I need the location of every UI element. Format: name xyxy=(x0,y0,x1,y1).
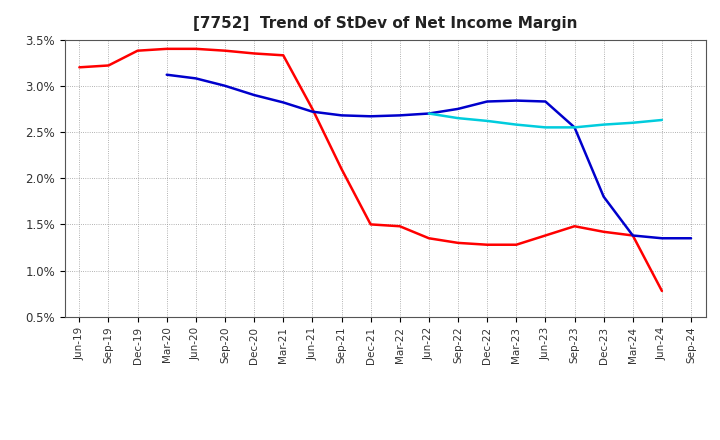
3 Years xyxy=(657,288,666,293)
3 Years xyxy=(599,229,608,235)
5 Years xyxy=(366,114,375,119)
5 Years xyxy=(395,113,404,118)
5 Years xyxy=(279,100,287,105)
Line: 3 Years: 3 Years xyxy=(79,49,662,291)
3 Years xyxy=(483,242,492,247)
3 Years xyxy=(104,63,113,68)
7 Years xyxy=(425,111,433,116)
3 Years xyxy=(454,240,462,246)
5 Years xyxy=(483,99,492,104)
5 Years xyxy=(570,125,579,130)
3 Years xyxy=(512,242,521,247)
7 Years xyxy=(570,125,579,130)
3 Years xyxy=(541,233,550,238)
5 Years xyxy=(308,109,317,114)
5 Years xyxy=(425,111,433,116)
7 Years xyxy=(483,118,492,124)
5 Years xyxy=(657,235,666,241)
3 Years xyxy=(220,48,229,53)
Title: [7752]  Trend of StDev of Net Income Margin: [7752] Trend of StDev of Net Income Marg… xyxy=(193,16,577,32)
3 Years xyxy=(570,224,579,229)
5 Years xyxy=(163,72,171,77)
3 Years xyxy=(250,51,258,56)
5 Years xyxy=(687,235,696,241)
5 Years xyxy=(220,83,229,88)
7 Years xyxy=(657,117,666,123)
7 Years xyxy=(454,115,462,121)
3 Years xyxy=(629,233,637,238)
3 Years xyxy=(133,48,142,53)
3 Years xyxy=(366,222,375,227)
5 Years xyxy=(454,106,462,111)
5 Years xyxy=(337,113,346,118)
3 Years xyxy=(279,53,287,58)
3 Years xyxy=(192,46,200,51)
5 Years xyxy=(599,194,608,199)
5 Years xyxy=(629,233,637,238)
7 Years xyxy=(512,122,521,127)
3 Years xyxy=(308,106,317,111)
3 Years xyxy=(395,224,404,229)
5 Years xyxy=(512,98,521,103)
3 Years xyxy=(425,235,433,241)
3 Years xyxy=(163,46,171,51)
3 Years xyxy=(337,166,346,172)
7 Years xyxy=(541,125,550,130)
7 Years xyxy=(599,122,608,127)
Line: 5 Years: 5 Years xyxy=(167,75,691,238)
5 Years xyxy=(250,92,258,98)
Line: 7 Years: 7 Years xyxy=(429,114,662,128)
7 Years xyxy=(629,120,637,125)
3 Years xyxy=(75,65,84,70)
5 Years xyxy=(541,99,550,104)
5 Years xyxy=(192,76,200,81)
